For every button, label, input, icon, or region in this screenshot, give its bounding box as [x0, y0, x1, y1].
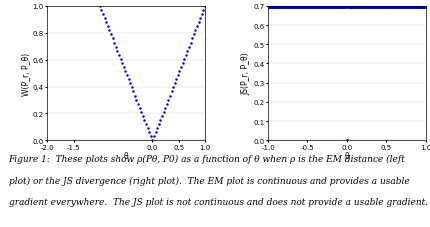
Text: plot) or the JS divergence (right plot).  The EM plot is continuous and provides: plot) or the JS divergence (right plot).… [9, 176, 409, 185]
Y-axis label: W(P_r, P_θ): W(P_r, P_θ) [21, 52, 30, 95]
Y-axis label: JS(P_r, P_θ): JS(P_r, P_θ) [242, 53, 251, 95]
X-axis label: θ: θ [124, 152, 129, 160]
X-axis label: θ: θ [344, 152, 349, 160]
Text: gradient everywhere.  The JS plot is not continuous and does not provide a usabl: gradient everywhere. The JS plot is not … [9, 197, 428, 206]
Text: Figure 1:  These plots show ρ(Pθ, P0) as a function of θ when ρ is the EM distan: Figure 1: These plots show ρ(Pθ, P0) as … [9, 154, 405, 163]
